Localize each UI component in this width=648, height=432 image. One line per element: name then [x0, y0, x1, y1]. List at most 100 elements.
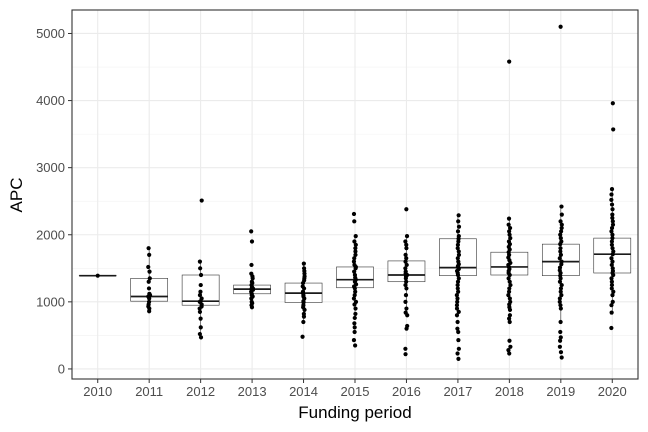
- data-point: [609, 286, 614, 291]
- data-point: [456, 337, 461, 343]
- data-point: [146, 246, 151, 251]
- data-point: [558, 329, 563, 335]
- data-point: [609, 325, 614, 331]
- data-point: [301, 261, 306, 266]
- y-tick-label: 3000: [36, 160, 65, 175]
- data-point: [147, 252, 152, 257]
- data-point: [199, 296, 204, 301]
- x-axis-title: Funding period: [298, 403, 411, 422]
- data-point: [353, 299, 359, 304]
- x-tick-label: 2012: [186, 384, 215, 399]
- data-point: [455, 296, 460, 301]
- data-point: [610, 266, 615, 271]
- data-point: [403, 282, 408, 288]
- data-point: [559, 212, 564, 217]
- x-tick-label: 2015: [341, 384, 370, 399]
- data-point: [610, 232, 615, 237]
- data-point: [404, 207, 409, 212]
- data-point: [404, 246, 409, 251]
- data-point: [610, 293, 615, 298]
- data-point: [609, 262, 614, 268]
- data-point: [557, 299, 562, 304]
- data-point: [558, 319, 563, 325]
- data-point: [609, 229, 614, 234]
- data-point: [353, 306, 358, 311]
- data-point: [611, 249, 616, 254]
- data-point: [508, 344, 513, 349]
- data-point: [249, 229, 254, 234]
- x-tick-label: 2013: [238, 384, 267, 399]
- points-layer: [95, 24, 616, 361]
- data-point: [456, 329, 461, 335]
- data-point: [557, 256, 562, 261]
- data-point: [95, 273, 100, 278]
- data-point: [609, 276, 614, 281]
- y-tick-label: 2000: [36, 227, 65, 242]
- data-point: [558, 335, 563, 340]
- data-point: [609, 242, 615, 247]
- data-point: [456, 224, 462, 229]
- data-point: [146, 299, 152, 304]
- data-point: [558, 229, 564, 234]
- data-point: [404, 306, 409, 311]
- data-point: [506, 289, 512, 294]
- data-point: [506, 293, 511, 298]
- data-point: [507, 279, 512, 284]
- data-point: [197, 309, 203, 315]
- data-point: [352, 262, 357, 268]
- data-point: [147, 291, 152, 296]
- y-tick-label: 5000: [36, 26, 65, 41]
- data-point: [454, 313, 460, 318]
- data-point: [508, 282, 513, 288]
- data-point: [558, 236, 563, 241]
- data-point: [352, 269, 357, 274]
- data-point: [559, 355, 564, 360]
- data-point: [455, 282, 460, 288]
- y-tick-label: 1000: [36, 294, 65, 309]
- data-point: [507, 286, 512, 291]
- data-point: [301, 311, 306, 317]
- data-point: [352, 256, 357, 261]
- data-point: [353, 249, 358, 254]
- data-point: [352, 219, 357, 224]
- data-point: [609, 187, 615, 192]
- data-point: [197, 293, 203, 298]
- data-point: [507, 319, 512, 325]
- data-point: [146, 279, 151, 284]
- data-point: [558, 306, 563, 311]
- data-point: [558, 289, 563, 294]
- data-point: [353, 343, 358, 348]
- x-tick-label: 2019: [546, 384, 575, 399]
- data-point: [610, 101, 615, 106]
- data-point: [559, 204, 564, 209]
- data-point: [559, 222, 564, 227]
- data-point: [557, 296, 562, 301]
- data-point: [352, 325, 357, 330]
- data-point: [404, 279, 409, 284]
- data-point: [506, 222, 511, 227]
- data-point: [558, 246, 563, 251]
- data-point: [456, 252, 462, 257]
- data-point: [507, 59, 512, 64]
- x-axis: 2010 2011 2012 2013 2014 2015 2016 2017 2018 2019…: [83, 379, 627, 399]
- data-point: [146, 286, 152, 291]
- data-point: [353, 311, 358, 317]
- data-point: [403, 293, 409, 298]
- data-point: [352, 293, 357, 298]
- data-point: [352, 272, 358, 278]
- data-point: [249, 239, 255, 244]
- data-point: [198, 325, 203, 330]
- data-point: [609, 202, 615, 207]
- data-point: [147, 276, 152, 281]
- data-point: [508, 236, 513, 241]
- data-point: [199, 198, 204, 203]
- data-point: [403, 259, 408, 264]
- data-point: [300, 334, 305, 339]
- data-point: [404, 233, 410, 239]
- data-point: [609, 192, 614, 197]
- data-point: [609, 256, 614, 261]
- data-point: [611, 289, 616, 294]
- data-point: [249, 262, 254, 268]
- data-point: [455, 229, 461, 234]
